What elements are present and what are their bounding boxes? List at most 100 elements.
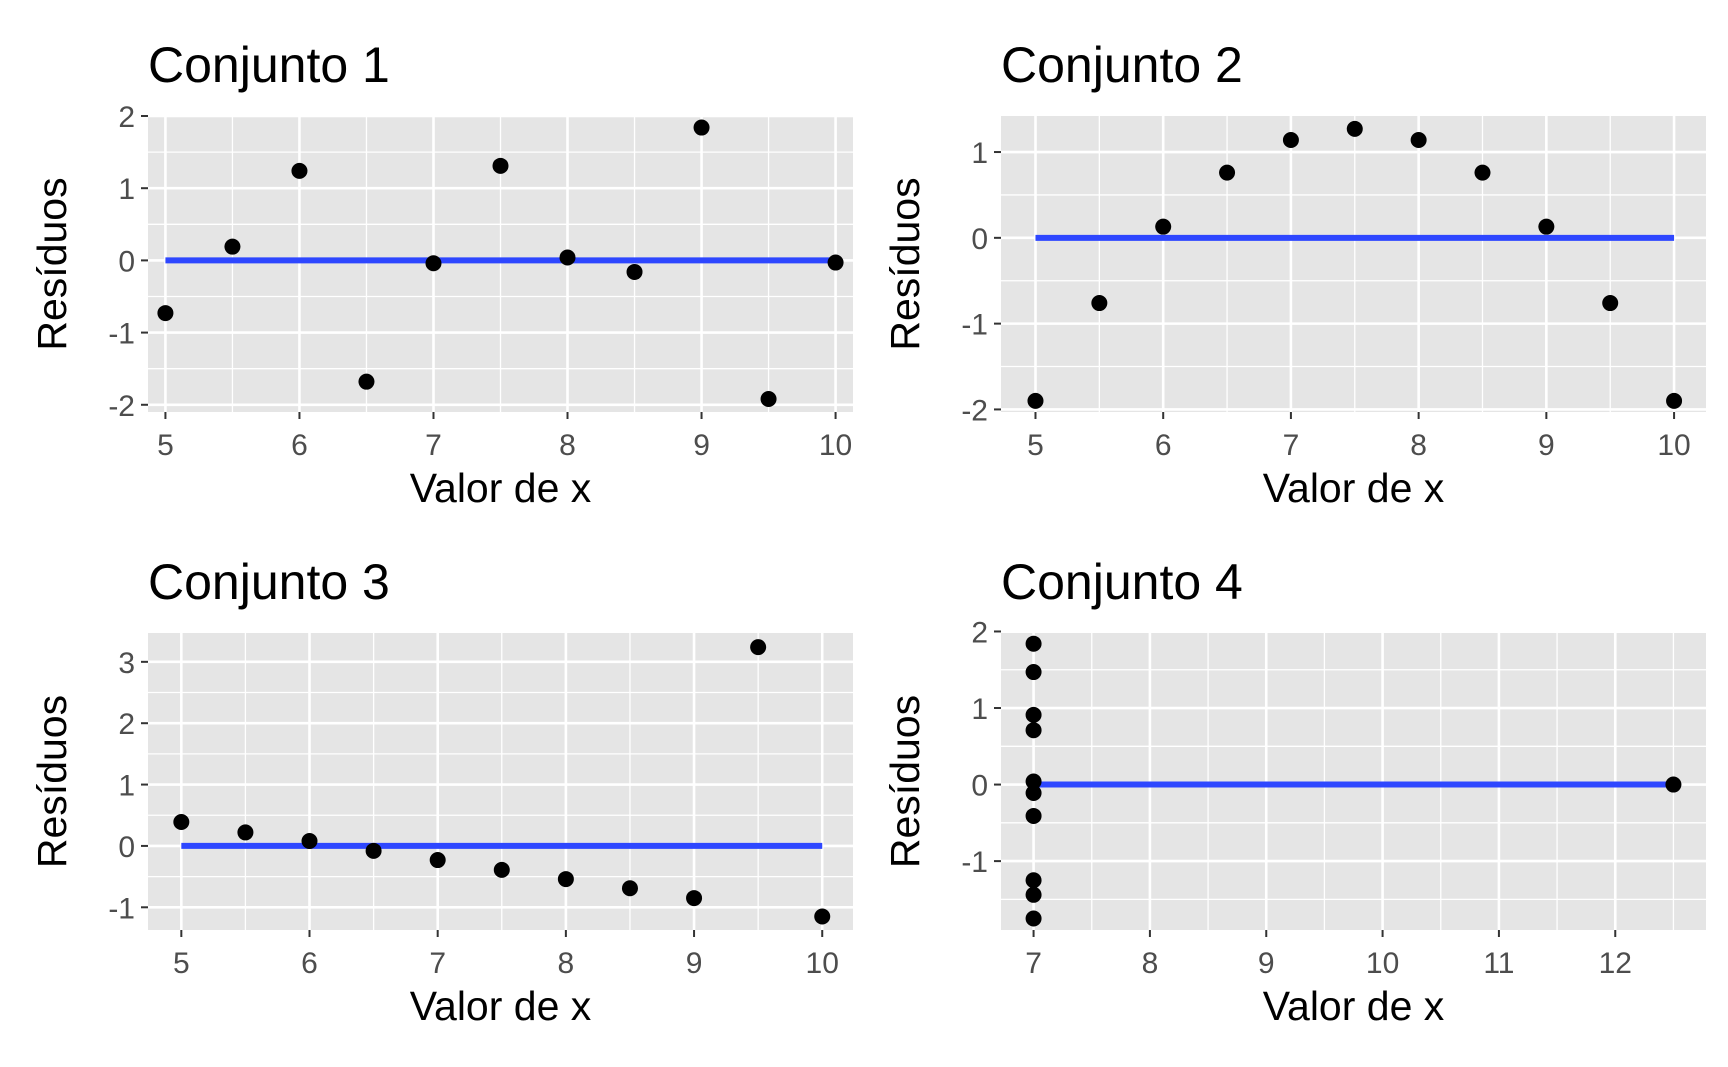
x-axis-title: Valor de x <box>1263 465 1445 511</box>
data-point <box>621 880 638 897</box>
x-tick-label: 7 <box>429 947 446 980</box>
y-tick-label: -1 <box>961 846 988 879</box>
y-tick-label: 1 <box>118 173 135 206</box>
x-tick-label: 6 <box>301 947 318 980</box>
data-point <box>559 249 576 266</box>
data-point <box>750 639 767 656</box>
data-point <box>492 157 509 174</box>
x-axis-title: Valor de x <box>410 465 592 511</box>
x-tick-label: 5 <box>1027 429 1044 462</box>
x-tick-label: 8 <box>559 429 576 462</box>
x-tick-label: 7 <box>1025 947 1042 980</box>
y-tick-label: -2 <box>108 390 135 423</box>
panel-title: Conjunto 2 <box>1001 37 1243 93</box>
y-tick-label: 1 <box>971 137 988 170</box>
y-tick-label: 2 <box>118 101 135 134</box>
data-point <box>557 871 574 888</box>
x-axis-title: Valor de x <box>410 983 592 1029</box>
x-tick-label: 6 <box>1155 429 1172 462</box>
data-point <box>1091 295 1108 312</box>
data-point <box>1027 392 1044 409</box>
x-tick-label: 11 <box>1483 947 1514 980</box>
data-point <box>1665 776 1682 793</box>
y-tick-label: 0 <box>971 770 988 803</box>
y-axis-title: Resíduos <box>29 177 75 350</box>
y-tick-label: 0 <box>118 831 135 864</box>
data-point <box>1346 120 1363 137</box>
y-tick-label: 0 <box>971 223 988 256</box>
x-tick-label: 10 <box>806 947 839 980</box>
data-point <box>1025 807 1042 824</box>
y-tick-label: 0 <box>118 245 135 278</box>
data-point <box>1219 164 1236 181</box>
x-tick-label: 9 <box>693 429 710 462</box>
x-tick-label: 7 <box>425 429 442 462</box>
data-point <box>237 824 254 841</box>
y-axis-title: Resíduos <box>882 177 928 350</box>
data-point <box>1025 773 1042 790</box>
data-point <box>827 254 844 271</box>
y-tick-label: 3 <box>118 647 135 680</box>
data-point <box>814 908 831 925</box>
data-point <box>1474 164 1491 181</box>
data-point <box>493 861 510 878</box>
data-point <box>1025 886 1042 903</box>
panel-1: 5 6 7 8 9 10 -2 -1 0 1 2 Conjunto 1 Valor de x Resídu… <box>29 37 853 511</box>
panel-title: Conjunto 1 <box>148 37 390 93</box>
data-point <box>365 842 382 859</box>
data-point <box>686 890 703 907</box>
x-tick-label: 9 <box>1258 947 1275 980</box>
data-point <box>1025 872 1042 889</box>
y-axis-title: Resíduos <box>882 695 928 868</box>
panel-3: 5 6 7 8 9 10 -1 0 1 2 3 Conjunto 3 Valor de x Resíduo… <box>29 554 853 1029</box>
data-point <box>425 255 442 272</box>
x-tick-label: 8 <box>1142 947 1159 980</box>
data-point <box>1538 218 1555 235</box>
y-tick-label: -1 <box>961 309 988 342</box>
data-point <box>1025 784 1042 801</box>
y-axis-title: Resíduos <box>29 695 75 868</box>
data-point <box>1025 635 1042 652</box>
x-tick-label: 8 <box>558 947 575 980</box>
panel-title: Conjunto 3 <box>148 554 390 610</box>
y-tick-label: 1 <box>971 693 988 726</box>
data-point <box>291 162 308 179</box>
x-tick-label: 6 <box>291 429 308 462</box>
data-point <box>1410 132 1427 149</box>
y-tick-label: 2 <box>971 616 988 649</box>
x-tick-label: 9 <box>686 947 703 980</box>
data-point <box>1155 218 1172 235</box>
data-point <box>301 833 318 850</box>
x-tick-label: 9 <box>1538 429 1555 462</box>
plot-background <box>1001 633 1706 930</box>
data-point <box>693 119 710 136</box>
x-tick-label: 5 <box>173 947 190 980</box>
y-tick-label: 1 <box>118 770 135 803</box>
x-tick-label: 7 <box>1283 429 1300 462</box>
data-point <box>1602 295 1619 312</box>
x-tick-label: 5 <box>157 429 174 462</box>
panel-title: Conjunto 4 <box>1001 554 1243 610</box>
plot-background <box>148 633 853 930</box>
data-point <box>1025 910 1042 927</box>
data-point <box>1025 706 1042 723</box>
data-point <box>1666 392 1683 409</box>
x-tick-label: 12 <box>1599 947 1632 980</box>
x-tick-label: 10 <box>1657 429 1690 462</box>
y-tick-label: -1 <box>108 318 135 351</box>
data-point <box>760 391 777 408</box>
data-point <box>1025 664 1042 681</box>
x-tick-label: 8 <box>1410 429 1427 462</box>
data-point <box>173 814 190 830</box>
data-point <box>1282 132 1299 149</box>
plot-background <box>1001 116 1706 412</box>
y-tick-label: 2 <box>118 708 135 741</box>
data-point <box>626 263 643 280</box>
data-point <box>224 238 241 255</box>
y-tick-label: -2 <box>961 394 988 427</box>
data-point <box>1025 722 1042 739</box>
x-tick-label: 10 <box>819 429 852 462</box>
y-tick-label: -1 <box>108 892 135 925</box>
